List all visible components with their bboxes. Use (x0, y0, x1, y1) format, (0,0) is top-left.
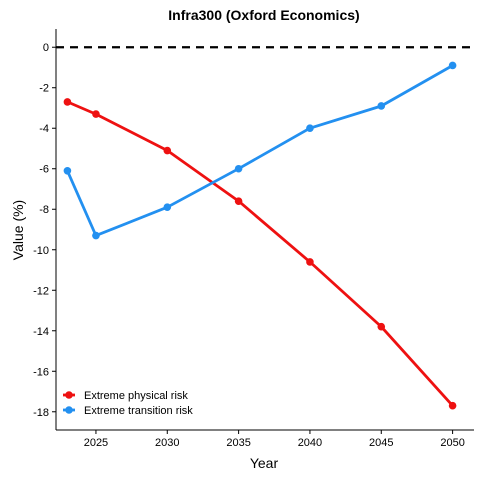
series-line-0 (66, 100, 454, 407)
chart-title: Infra300 (Oxford Economics) (168, 7, 359, 23)
data-point-series-0 (306, 258, 314, 266)
legend-key-marker (65, 406, 73, 414)
data-point-series-1 (234, 164, 243, 173)
x-tick-label: 2035 (226, 437, 250, 449)
y-tick-label: -8 (39, 204, 49, 216)
x-axis-title: Year (250, 455, 279, 471)
x-tick-label: 2040 (298, 437, 322, 449)
data-point-series-0 (234, 197, 243, 205)
y-tick-label: -18 (33, 407, 49, 419)
y-axis-title: Value (%) (10, 200, 26, 260)
x-tick-label: 2025 (84, 437, 108, 449)
y-tick-label: -6 (39, 164, 49, 176)
y-tick-label: -16 (33, 366, 49, 378)
data-point-series-1 (448, 61, 457, 70)
data-point-series-1 (92, 231, 100, 240)
y-tick-label: -12 (33, 285, 49, 297)
x-tick-label: 2050 (440, 437, 464, 449)
series-line-1 (66, 64, 454, 238)
data-point-series-0 (163, 146, 172, 155)
legend-key-marker (65, 391, 73, 399)
data-point-series-0 (377, 322, 386, 331)
x-tick-label: 2030 (155, 437, 179, 449)
legend-label: Extreme transition risk (84, 405, 193, 417)
y-tick-label: -2 (39, 83, 49, 95)
y-tick-label: -14 (33, 326, 49, 338)
data-point-series-0 (63, 98, 72, 106)
data-point-series-0 (448, 401, 457, 410)
data-point-series-1 (163, 203, 172, 212)
plot-area (56, 46, 474, 410)
y-tick-label: -10 (33, 245, 49, 257)
legend-label: Extreme physical risk (84, 390, 188, 402)
data-point-series-1 (63, 166, 72, 175)
data-point-series-0 (92, 110, 100, 118)
y-tick-label: 0 (43, 42, 49, 54)
x-tick-label: 2045 (369, 437, 393, 449)
data-point-series-1 (377, 102, 386, 110)
y-tick-label: -4 (39, 123, 49, 135)
legend: Extreme physical risk Extreme transition … (63, 390, 193, 417)
data-point-series-1 (306, 124, 314, 133)
